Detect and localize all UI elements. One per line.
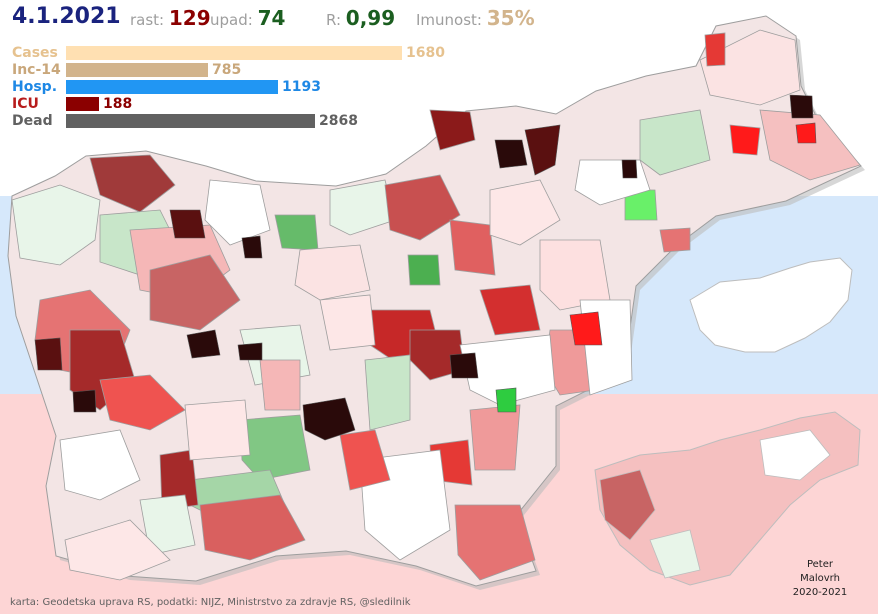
inset-slovenia-map [689, 257, 853, 353]
municipality [704, 32, 726, 67]
municipality [302, 397, 356, 441]
legend-label: Hosp. [12, 78, 58, 95]
municipality [729, 124, 761, 156]
legend-label: Inc-14 [12, 61, 61, 78]
legend-label: Dead [12, 112, 53, 129]
municipality [524, 124, 561, 176]
upad-label: upad: [210, 11, 253, 29]
municipality [169, 209, 206, 239]
municipality [259, 359, 301, 411]
legend-row-inc14: Inc-14 785 [12, 61, 241, 78]
municipality [186, 329, 221, 359]
municipalities [11, 29, 861, 581]
municipality [329, 179, 396, 236]
municipality [184, 399, 251, 461]
municipality [72, 389, 97, 413]
municipality [539, 239, 611, 311]
municipality [469, 404, 521, 471]
municipality [459, 334, 556, 406]
author-years: 2020-2021 [792, 587, 848, 598]
municipality [795, 122, 817, 144]
municipality [569, 311, 603, 346]
legend-value: 785 [212, 61, 242, 78]
municipality [489, 179, 561, 246]
municipality [429, 109, 476, 151]
municipality [449, 219, 496, 276]
municipality [621, 159, 638, 179]
inset-region-highlight [649, 529, 701, 579]
municipality [294, 244, 371, 301]
legend-bar [66, 62, 208, 77]
rast-value: 129 [168, 6, 211, 30]
municipality [364, 354, 411, 431]
inset-region-highlight [599, 469, 656, 541]
legend-value: 1193 [282, 78, 321, 95]
author-first-name: Peter [806, 559, 833, 570]
municipality [34, 337, 63, 371]
municipality [89, 154, 176, 213]
municipality [319, 294, 376, 351]
upad-value: 74 [257, 6, 286, 30]
municipality [274, 214, 319, 251]
r-label: R: [326, 11, 342, 29]
legend-value: 2868 [319, 112, 358, 129]
imunost-value: 35% [486, 6, 535, 30]
municipality [479, 284, 541, 336]
legend-row-cases: Cases 1680 [12, 44, 445, 61]
municipality [384, 174, 461, 241]
legend-label: ICU [12, 95, 39, 112]
hotspots [34, 94, 817, 441]
legend-row-icu: ICU 188 [12, 95, 132, 112]
municipality [241, 235, 263, 259]
inset-region-highlight [759, 429, 831, 481]
municipality [237, 342, 263, 361]
imunost-stat: Imunost: 35% [416, 6, 535, 30]
municipality [59, 429, 141, 501]
municipality [495, 387, 517, 413]
legend-row-dead: Dead 2868 [12, 112, 358, 129]
credit-text: karta: Geodetska uprava RS, podatki: NIJ… [10, 597, 411, 608]
imunost-label: Imunost: [416, 11, 482, 29]
legend-value: 1680 [406, 44, 445, 61]
author-block: Peter Malovrh 2020-2021 [778, 558, 862, 600]
author-last-name: Malovrh [800, 573, 840, 584]
municipality [64, 519, 171, 581]
legend-label: Cases [12, 44, 58, 61]
r-value: 0,99 [345, 6, 396, 30]
municipality [454, 504, 536, 581]
municipality [159, 449, 199, 511]
r-stat: R: 0,99 [326, 6, 395, 30]
municipality [339, 429, 391, 491]
upad-stat: upad: 74 [210, 6, 285, 30]
legend-bar [66, 79, 278, 94]
municipality [407, 254, 441, 286]
date-label: 4.1.2021 [12, 4, 121, 29]
municipality [11, 184, 101, 266]
municipality [639, 109, 711, 176]
municipality [789, 94, 814, 119]
legend-bar [66, 96, 99, 111]
rast-stat: rast: 129 [130, 6, 211, 30]
rast-label: rast: [130, 11, 165, 29]
municipality [449, 352, 479, 379]
municipality [199, 494, 306, 561]
municipality [99, 374, 186, 431]
municipality [149, 254, 241, 331]
legend-bar [66, 113, 315, 128]
legend-row-hosp: Hosp. 1193 [12, 78, 321, 95]
legend-value: 188 [103, 95, 133, 112]
legend-bar [66, 45, 402, 60]
municipality [659, 227, 691, 253]
municipality [494, 139, 528, 169]
